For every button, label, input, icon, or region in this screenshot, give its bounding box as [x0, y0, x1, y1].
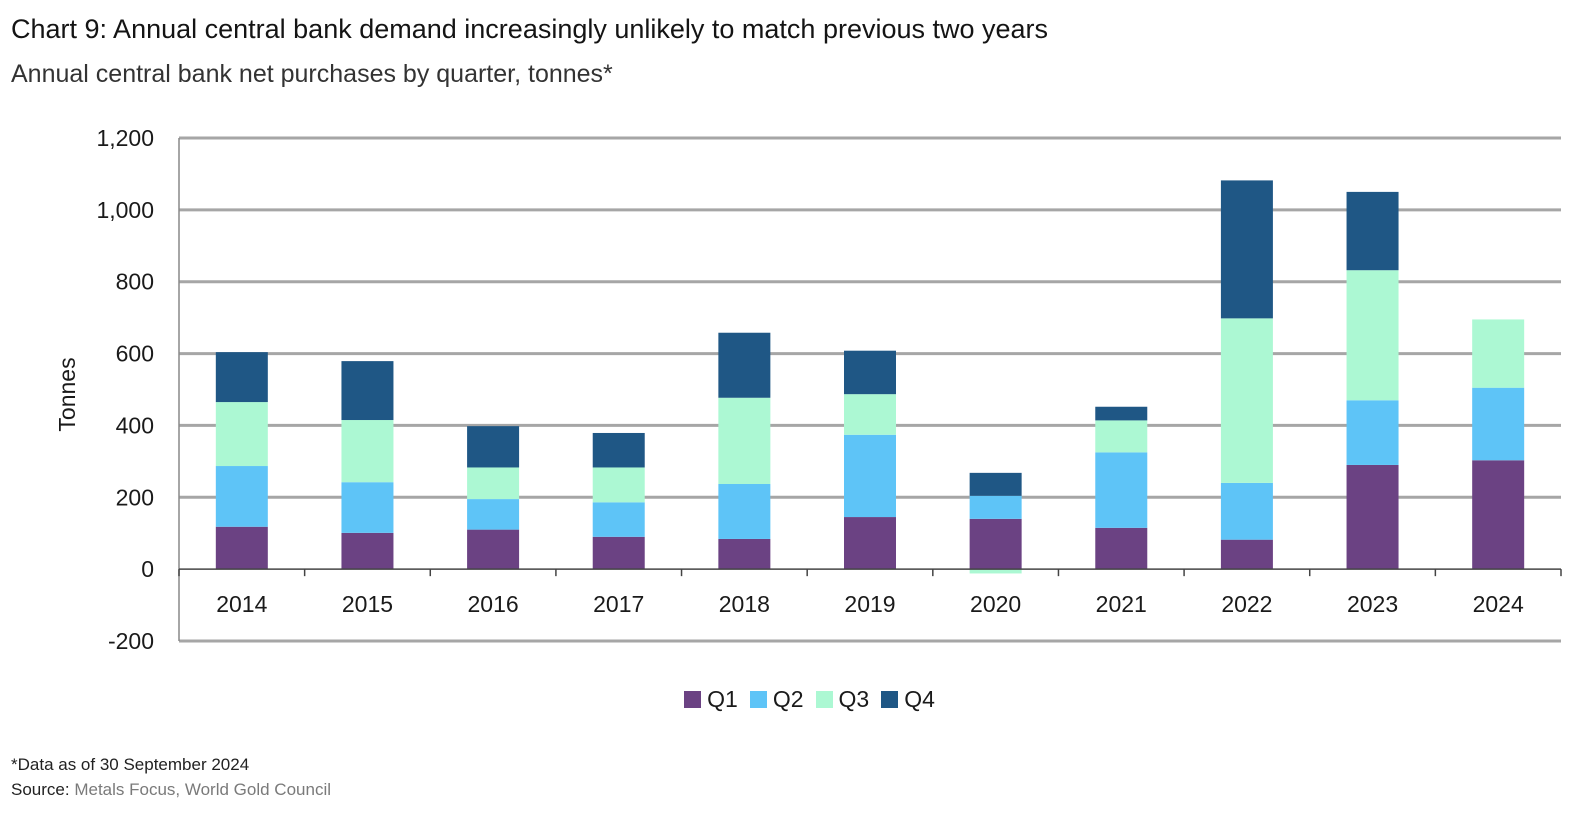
- bar-q2-2021: [1095, 452, 1148, 528]
- legend-label: Q2: [772, 686, 804, 712]
- legend-item-q2: Q2: [749, 686, 804, 713]
- bar-q2-2018: [718, 483, 771, 539]
- x-tick-label: 2017: [593, 591, 644, 617]
- source-line: Source: Metals Focus, World Gold Council: [11, 780, 331, 800]
- bar-q3-2018: [718, 397, 771, 484]
- bar-q4-2014: [215, 352, 268, 403]
- bar-q3-2020: [969, 569, 1022, 574]
- legend-swatch: [815, 691, 833, 708]
- x-tick-label: 2016: [468, 591, 519, 617]
- bar-q1-2014: [215, 526, 268, 570]
- x-tick-label: 2024: [1473, 591, 1524, 617]
- chart-title: Chart 9: Annual central bank demand incr…: [11, 14, 1049, 44]
- bar-q3-2024: [1472, 319, 1525, 388]
- y-tick-label: 0: [141, 556, 154, 582]
- bar-q2-2015: [341, 482, 394, 533]
- bars: [215, 180, 1525, 574]
- x-tick-label: 2018: [719, 591, 770, 617]
- legend-swatch: [749, 691, 767, 708]
- chart-subtitle: Annual central bank net purchases by qua…: [11, 60, 613, 88]
- legend-label: Q3: [838, 686, 870, 712]
- y-tick-label: 200: [116, 484, 154, 510]
- bar-q2-2023: [1346, 400, 1399, 465]
- y-tick-label: 800: [116, 269, 154, 295]
- bar-q4-2016: [467, 426, 520, 468]
- x-tick-label: 2023: [1347, 591, 1398, 617]
- bar-q1-2022: [1220, 539, 1273, 570]
- bar-q3-2017: [592, 467, 645, 503]
- legend-swatch: [684, 691, 702, 708]
- legend-swatch: [881, 691, 899, 708]
- source-label: Source:: [11, 780, 70, 799]
- bar-q1-2020: [969, 518, 1022, 570]
- bar-q4-2023: [1346, 191, 1399, 271]
- bar-q1-2021: [1095, 527, 1148, 570]
- legend-item-q4: Q4: [881, 686, 935, 713]
- bar-q3-2014: [215, 402, 268, 467]
- bar-q2-2024: [1472, 387, 1525, 461]
- bar-q2-2020: [969, 495, 1022, 519]
- legend-label: Q4: [904, 686, 935, 712]
- bar-q3-2021: [1095, 420, 1148, 453]
- x-tick-label: 2022: [1221, 591, 1272, 617]
- bar-q1-2018: [718, 538, 771, 570]
- bar-q2-2016: [467, 499, 520, 530]
- axis-labels: -200 0 200 400 600 800 1,000 1,200 Tonnes 2014 201…: [54, 125, 1524, 654]
- bar-q1-2016: [467, 529, 520, 570]
- x-tick-label: 2021: [1096, 591, 1147, 617]
- x-tick-label: 2014: [216, 591, 267, 617]
- y-tick-label: -200: [108, 628, 154, 654]
- bar-q4-2022: [1220, 180, 1273, 319]
- legend-label: Q1: [707, 686, 738, 712]
- footnote: *Data as of 30 September 2024: [11, 755, 250, 774]
- bar-q3-2015: [341, 420, 394, 483]
- y-tick-label: 1,200: [96, 125, 154, 151]
- bar-q3-2022: [1220, 318, 1273, 483]
- axes: [178, 138, 1562, 641]
- legend-item-q1: Q1: [684, 686, 738, 713]
- bar-q3-2019: [844, 394, 896, 435]
- bar-q1-2023: [1346, 464, 1399, 570]
- source-value: Metals Focus, World Gold Council: [74, 780, 331, 799]
- bar-q4-2021: [1095, 406, 1148, 421]
- y-axis-title: Tonnes: [54, 357, 80, 431]
- bar-q2-2022: [1220, 482, 1273, 540]
- y-tick-label: 1,000: [96, 197, 154, 223]
- legend-item-q3: Q3: [815, 686, 870, 713]
- x-tick-label: 2015: [342, 591, 393, 617]
- bar-q2-2014: [215, 466, 268, 527]
- x-tick-label: 2020: [970, 591, 1021, 617]
- x-tick-label: 2019: [844, 591, 895, 617]
- bar-q1-2019: [844, 517, 896, 570]
- bar-q4-2019: [844, 350, 896, 395]
- bar-q4-2020: [969, 472, 1022, 496]
- bar-q4-2017: [592, 432, 645, 468]
- chart-legend: Q1 Q2 Q3 Q4: [0, 686, 1579, 713]
- y-tick-label: 600: [116, 341, 154, 367]
- bar-q3-2023: [1346, 270, 1399, 401]
- y-tick-label: 400: [116, 412, 154, 438]
- bar-q1-2017: [592, 536, 645, 570]
- bar-q4-2015: [341, 361, 394, 421]
- bar-q1-2015: [341, 532, 394, 570]
- bar-q4-2018: [718, 332, 771, 398]
- bar-q3-2016: [467, 467, 520, 500]
- bar-q2-2019: [844, 434, 896, 518]
- bar-q2-2017: [592, 502, 645, 537]
- bar-q1-2024: [1472, 460, 1525, 570]
